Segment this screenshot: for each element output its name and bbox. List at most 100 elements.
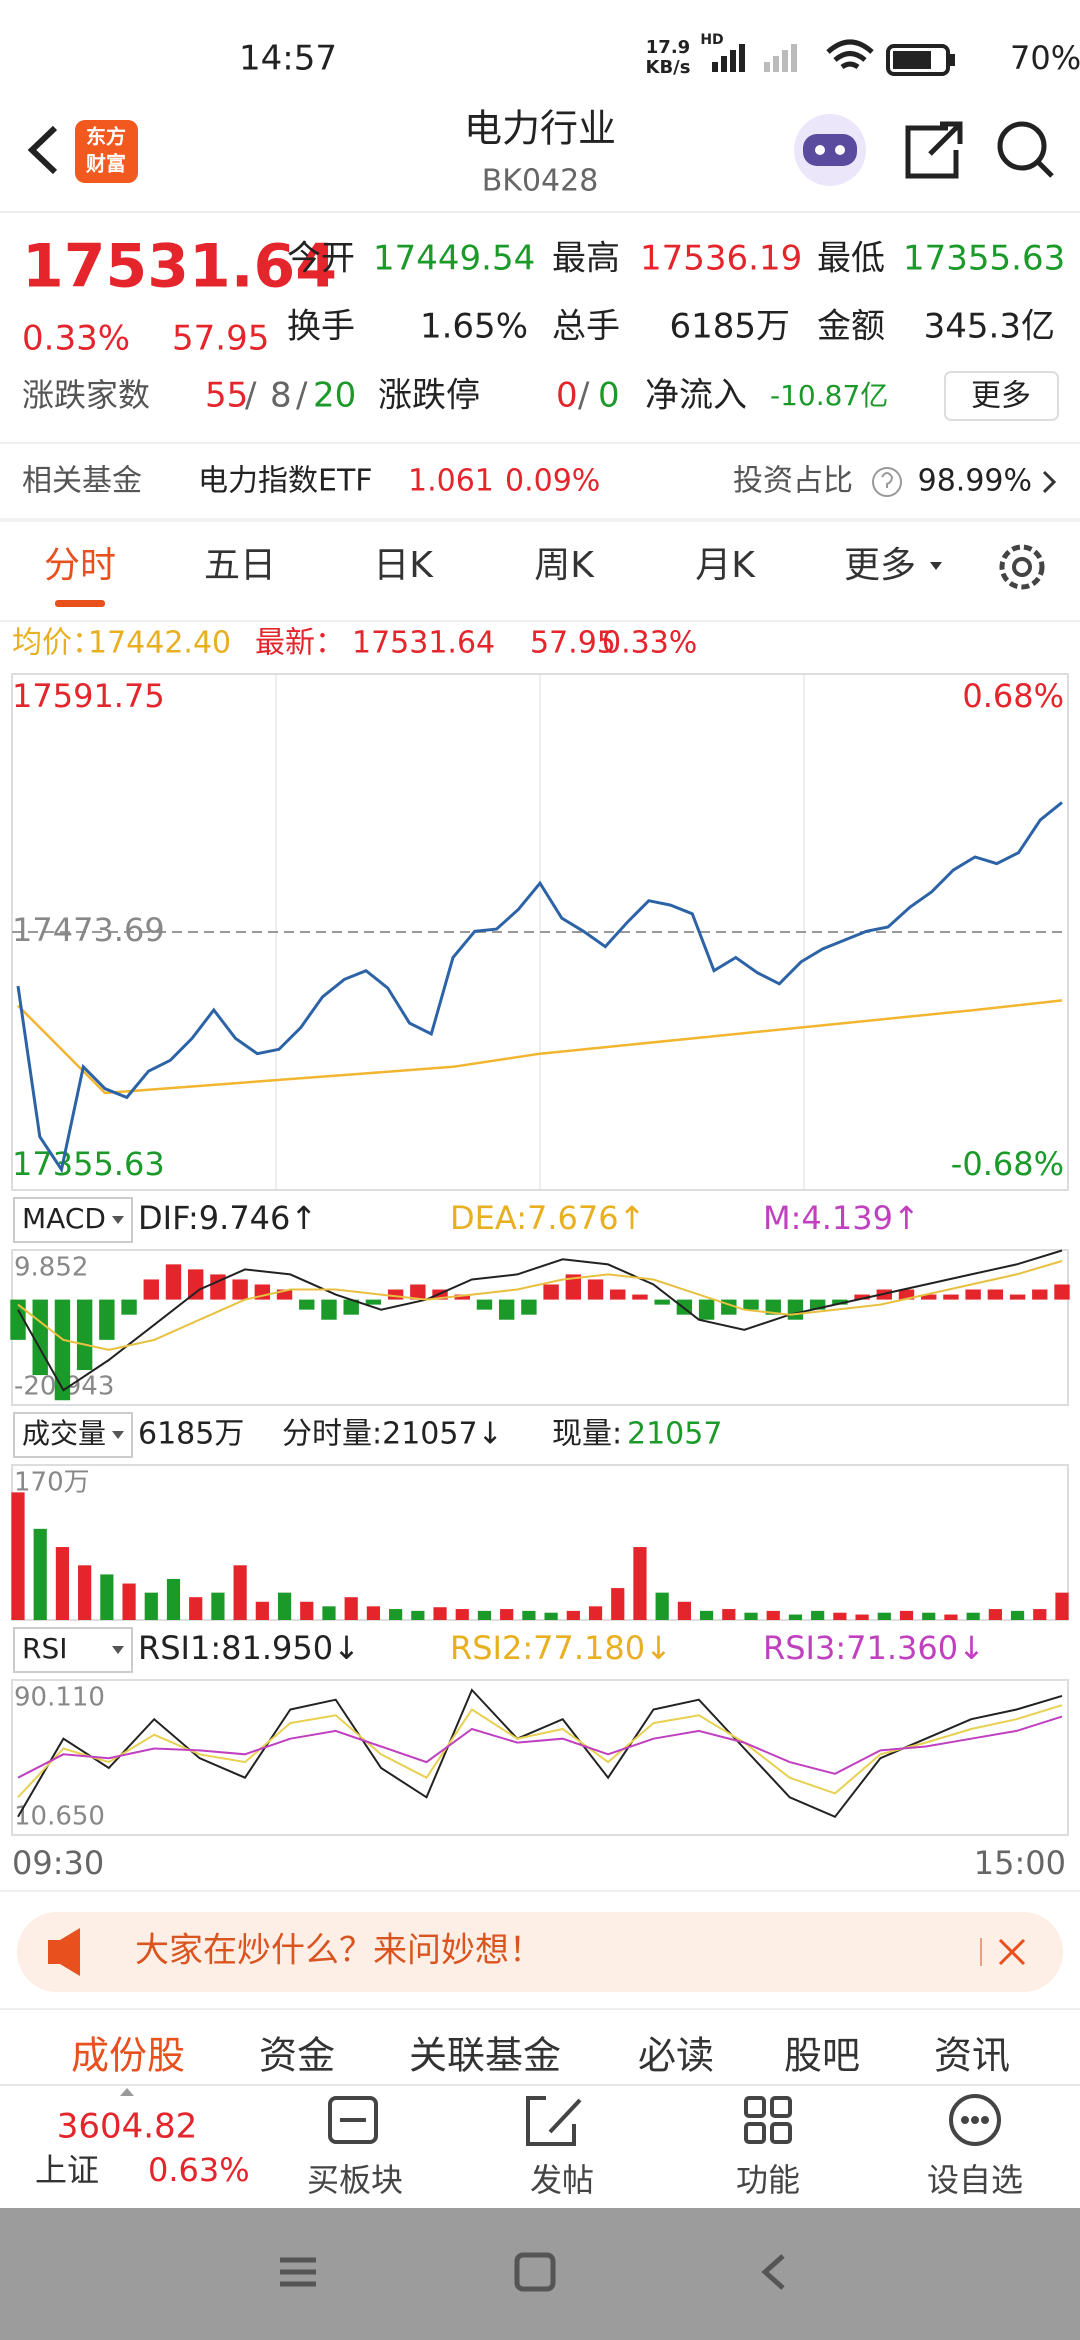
avg-line <box>17 999 1063 1095</box>
volume-bar <box>566 1610 580 1620</box>
volume-bar <box>433 1607 447 1620</box>
change-pct: 0.33% <box>22 319 130 359</box>
macd-bar <box>1054 1284 1070 1300</box>
logo-text: 东方 <box>86 125 126 149</box>
macd-bar <box>587 1279 604 1300</box>
close[interactable] <box>998 1938 1026 1966</box>
separator <box>980 1938 982 1966</box>
action-label: 设自选 <box>927 2161 1023 2199</box>
volume-bar <box>1010 1610 1025 1620</box>
chevron <box>1042 470 1057 494</box>
megaphone <box>48 1928 80 1976</box>
macd-bar <box>565 1274 582 1300</box>
breadth-up: 55 <box>205 376 248 416</box>
share[interactable] <box>905 121 963 179</box>
field-label: 换手 <box>287 307 355 347</box>
price-line <box>16 801 1063 1174</box>
divider <box>0 620 1080 622</box>
selector[interactable] <box>13 1412 133 1458</box>
macd-bar <box>543 1284 559 1300</box>
search[interactable] <box>997 121 1054 178</box>
macd-bar <box>832 1299 848 1305</box>
bottom-tab: 股吧 <box>784 2034 860 2078</box>
divider <box>0 2008 1080 2010</box>
last-label: 最新： <box>255 626 345 661</box>
macd-bar <box>121 1299 137 1315</box>
price: 17531.64 <box>22 232 337 302</box>
now: 21057 <box>627 1417 722 1452</box>
volume-bar <box>988 1609 1002 1620</box>
bottom-tab: 资金 <box>259 2034 335 2078</box>
field-value: 17536.19 <box>640 239 802 279</box>
label: 净流入 <box>645 376 747 416</box>
macd-bar <box>1032 1289 1048 1300</box>
nav-bar <box>0 2208 1080 2340</box>
action-label: 发帖 <box>530 2161 594 2199</box>
help-icon[interactable] <box>872 467 902 497</box>
macd-bar <box>54 1299 71 1401</box>
macd-bar <box>365 1299 382 1305</box>
volume-bar <box>588 1606 603 1620</box>
tab: 分时 <box>44 545 116 586</box>
volume-bar <box>100 1574 114 1620</box>
assistant[interactable] <box>794 114 866 186</box>
macd-bar <box>987 1289 1004 1300</box>
volume-bar <box>544 1612 558 1620</box>
macd-bar <box>765 1299 781 1315</box>
settings[interactable] <box>999 544 1045 590</box>
volume-bar <box>811 1610 825 1620</box>
avg: 17442.40 <box>88 626 231 661</box>
field-label: 最低 <box>817 239 885 279</box>
volume-bar <box>322 1606 336 1620</box>
more-button[interactable] <box>944 371 1059 421</box>
wifi <box>826 39 874 70</box>
bottom-tab: 关联基金 <box>409 2034 561 2078</box>
limit-up: 0 <box>556 376 578 416</box>
field-value: 17355.63 <box>903 239 1065 279</box>
volume-bar <box>477 1610 492 1620</box>
bottom-tab: 必读 <box>638 2034 714 2078</box>
more: 更多 <box>971 379 1031 414</box>
field-label: 总手 <box>552 307 620 347</box>
label: 涨跌停 <box>378 376 480 416</box>
volume-bar <box>389 1609 403 1620</box>
divider <box>0 518 1080 522</box>
hd: HD <box>700 32 723 48</box>
macd-bar <box>521 1299 537 1315</box>
m: M:4.139↑ <box>763 1199 920 1237</box>
label: 涨跌家数 <box>22 376 150 414</box>
volume-bar <box>655 1592 669 1620</box>
macd-bar <box>10 1299 26 1340</box>
sep: / <box>578 376 590 416</box>
ratio: 98.99% <box>918 464 1032 499</box>
macd-bar <box>921 1294 937 1300</box>
signal <box>712 44 745 72</box>
volume-bar <box>166 1578 181 1620</box>
macd-bar <box>809 1299 826 1310</box>
limit-down: 0 <box>598 376 620 416</box>
selector[interactable] <box>13 1197 133 1243</box>
macd-bar <box>387 1289 404 1300</box>
dea-line <box>17 1260 1063 1351</box>
dropdown <box>112 1216 124 1224</box>
nav-icons[interactable] <box>280 2252 785 2292</box>
last: 17531.64 <box>352 626 495 661</box>
up-mark <box>120 2088 134 2096</box>
banner[interactable] <box>17 1912 1063 1992</box>
volume-bar <box>366 1606 381 1620</box>
volume-bar <box>699 1610 714 1620</box>
macd-bar <box>32 1299 48 1376</box>
volume-bar <box>1033 1609 1047 1620</box>
volume-bar <box>411 1610 425 1620</box>
fund-name: 电力指数ETF <box>198 464 373 499</box>
back[interactable] <box>27 125 58 175</box>
net-unit: KB/s <box>646 57 691 78</box>
dropdown <box>112 1431 124 1439</box>
volume-bar <box>722 1609 736 1620</box>
selector[interactable] <box>13 1627 133 1673</box>
volume-bar <box>522 1610 536 1620</box>
action-icons[interactable] <box>328 2094 1001 2146</box>
divider <box>0 1890 1080 1892</box>
dif: DIF:9.746↑ <box>138 1199 317 1237</box>
